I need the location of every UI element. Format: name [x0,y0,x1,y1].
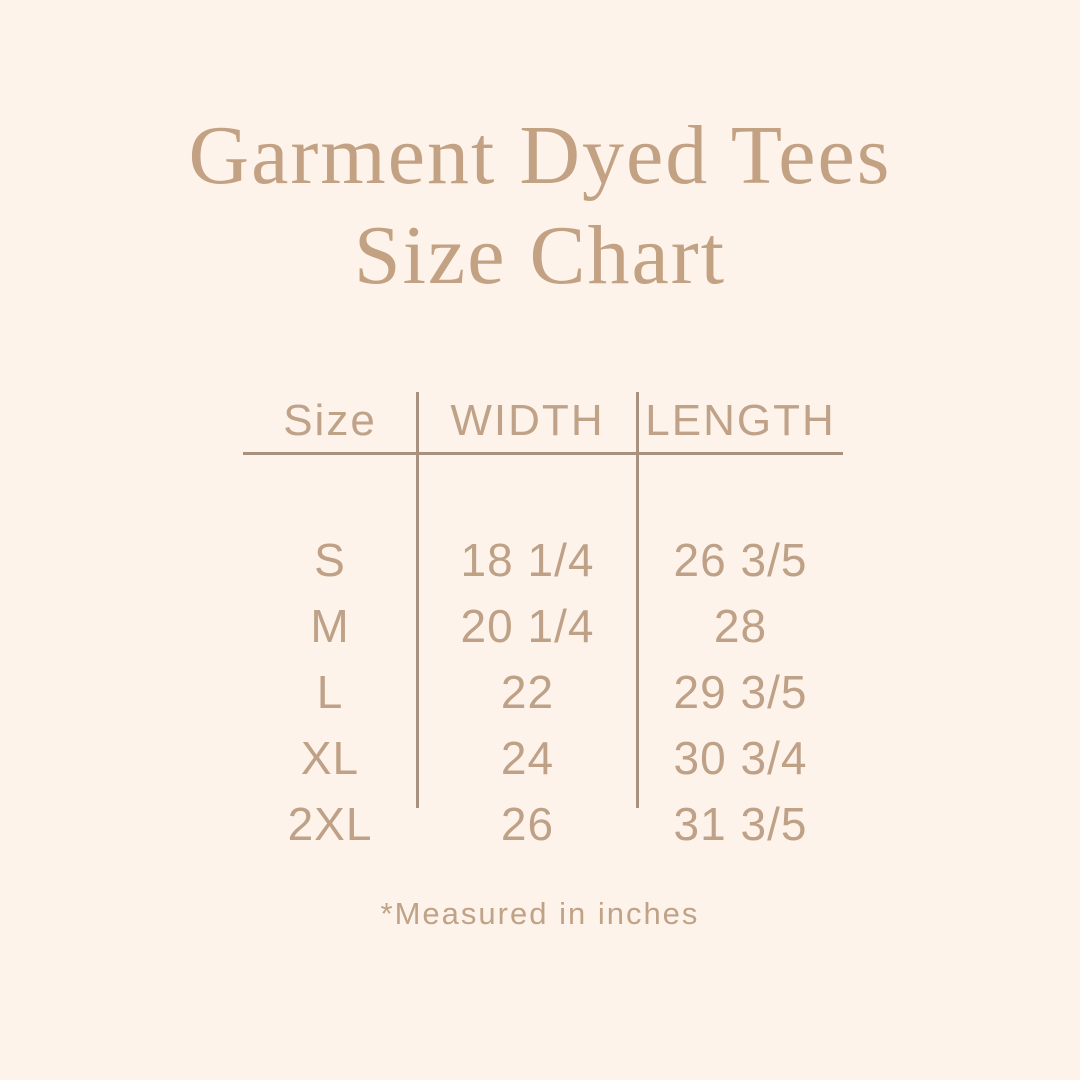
column-divider-width-length [636,392,639,808]
size-cell: S [314,534,346,586]
column-header-size: Size [283,396,377,445]
length-cell: 31 3/5 [673,798,808,850]
measurement-footnote: *Measured in inches [380,896,700,931]
table-body: S 18 1/4 26 3/5 M 20 1/4 28 L 22 29 3/5 … [243,452,843,857]
page-title-line1: Garment Dyed Tees [188,109,892,202]
width-cell: 20 1/4 [460,600,595,652]
page-title: Garment Dyed Tees Size Chart [0,106,1080,306]
length-cell: 30 3/4 [673,732,808,784]
size-cell: M [310,600,350,652]
length-cell: 28 [713,600,768,652]
length-cell: 26 3/5 [673,534,808,586]
length-cell: 29 3/5 [673,666,808,718]
header-divider-line [243,452,843,455]
width-cell: 18 1/4 [460,534,595,586]
page-title-line2: Size Chart [353,209,727,302]
size-cell: L [316,666,344,718]
size-cell: 2XL [287,798,373,850]
width-cell: 24 [500,732,555,784]
width-cell: 26 [500,798,555,850]
width-cell: 22 [500,666,555,718]
column-divider-size-width [416,392,419,808]
size-cell: XL [300,732,360,784]
column-header-length: LENGTH [645,396,836,445]
column-header-width: WIDTH [450,396,605,445]
table-header-row: Size WIDTH LENGTH [243,390,843,452]
size-table: Size WIDTH LENGTH S 18 1/4 26 3/5 M 20 1… [243,390,843,850]
